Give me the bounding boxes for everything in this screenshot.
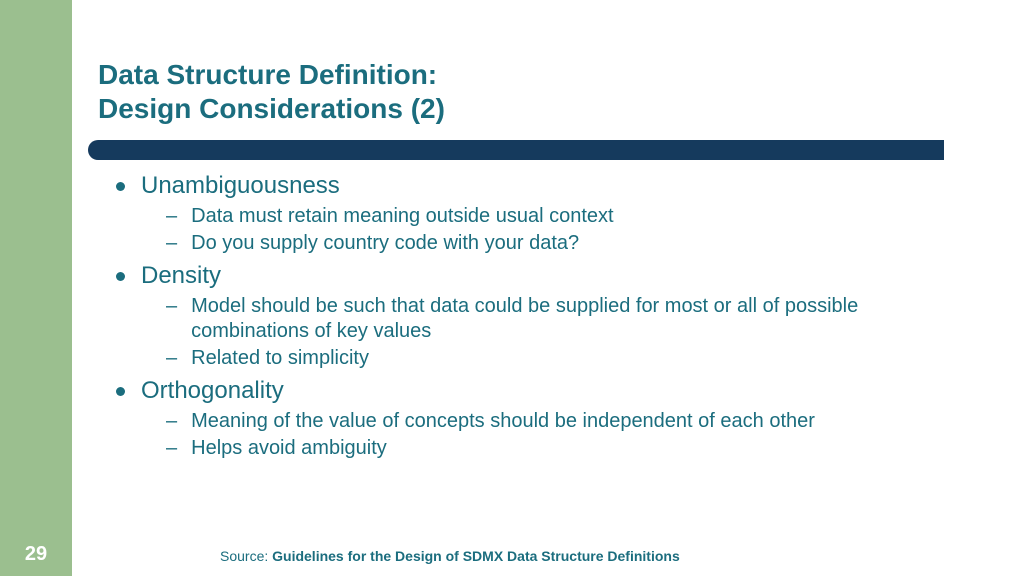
- bullet-item: Unambiguousness – Data must retain meani…: [110, 172, 980, 256]
- sub-bullet-item: – Model should be such that data could b…: [166, 294, 980, 344]
- dash-bullet-icon: –: [166, 231, 177, 256]
- dash-bullet-icon: –: [166, 409, 177, 434]
- sidebar-accent: [0, 0, 72, 576]
- sub-bullet-text: Related to simplicity: [191, 346, 369, 371]
- sub-bullet-text: Helps avoid ambiguity: [191, 436, 387, 461]
- bullet-label: Orthogonality: [141, 377, 284, 405]
- disc-bullet-icon: [116, 387, 125, 396]
- bullet-label-row: Unambiguousness: [110, 172, 980, 200]
- bullet-label-row: Density: [110, 262, 980, 290]
- sub-bullet-item: – Data must retain meaning outside usual…: [166, 204, 980, 229]
- bullet-item: Orthogonality – Meaning of the value of …: [110, 377, 980, 461]
- sub-list: – Meaning of the value of concepts shoul…: [166, 409, 980, 461]
- bullet-item: Density – Model should be such that data…: [110, 262, 980, 371]
- dash-bullet-icon: –: [166, 204, 177, 229]
- slide-number: 29: [0, 543, 72, 566]
- sub-bullet-text: Meaning of the value of concepts should …: [191, 409, 815, 434]
- sub-bullet-text: Data must retain meaning outside usual c…: [191, 204, 613, 229]
- source-citation: Source: Guidelines for the Design of SDM…: [220, 548, 680, 564]
- sub-list: – Model should be such that data could b…: [166, 294, 980, 371]
- disc-bullet-icon: [116, 272, 125, 281]
- title-divider: [88, 140, 944, 160]
- bullet-label-row: Orthogonality: [110, 377, 980, 405]
- slide-title: Data Structure Definition: Design Consid…: [98, 58, 445, 125]
- sub-bullet-item: – Meaning of the value of concepts shoul…: [166, 409, 980, 434]
- sub-bullet-item: – Helps avoid ambiguity: [166, 436, 980, 461]
- dash-bullet-icon: –: [166, 346, 177, 371]
- content-area: Unambiguousness – Data must retain meani…: [110, 172, 980, 467]
- sub-bullet-item: – Related to simplicity: [166, 346, 980, 371]
- title-line-1: Data Structure Definition:: [98, 58, 445, 92]
- title-line-2: Design Considerations (2): [98, 92, 445, 126]
- bullet-label: Unambiguousness: [141, 172, 340, 200]
- sub-bullet-text: Model should be such that data could be …: [191, 294, 951, 344]
- disc-bullet-icon: [116, 182, 125, 191]
- source-text: Guidelines for the Design of SDMX Data S…: [272, 548, 680, 564]
- dash-bullet-icon: –: [166, 294, 177, 319]
- sub-bullet-text: Do you supply country code with your dat…: [191, 231, 579, 256]
- sub-list: – Data must retain meaning outside usual…: [166, 204, 980, 256]
- dash-bullet-icon: –: [166, 436, 177, 461]
- sub-bullet-item: – Do you supply country code with your d…: [166, 231, 980, 256]
- source-prefix: Source:: [220, 548, 272, 564]
- bullet-label: Density: [141, 262, 221, 290]
